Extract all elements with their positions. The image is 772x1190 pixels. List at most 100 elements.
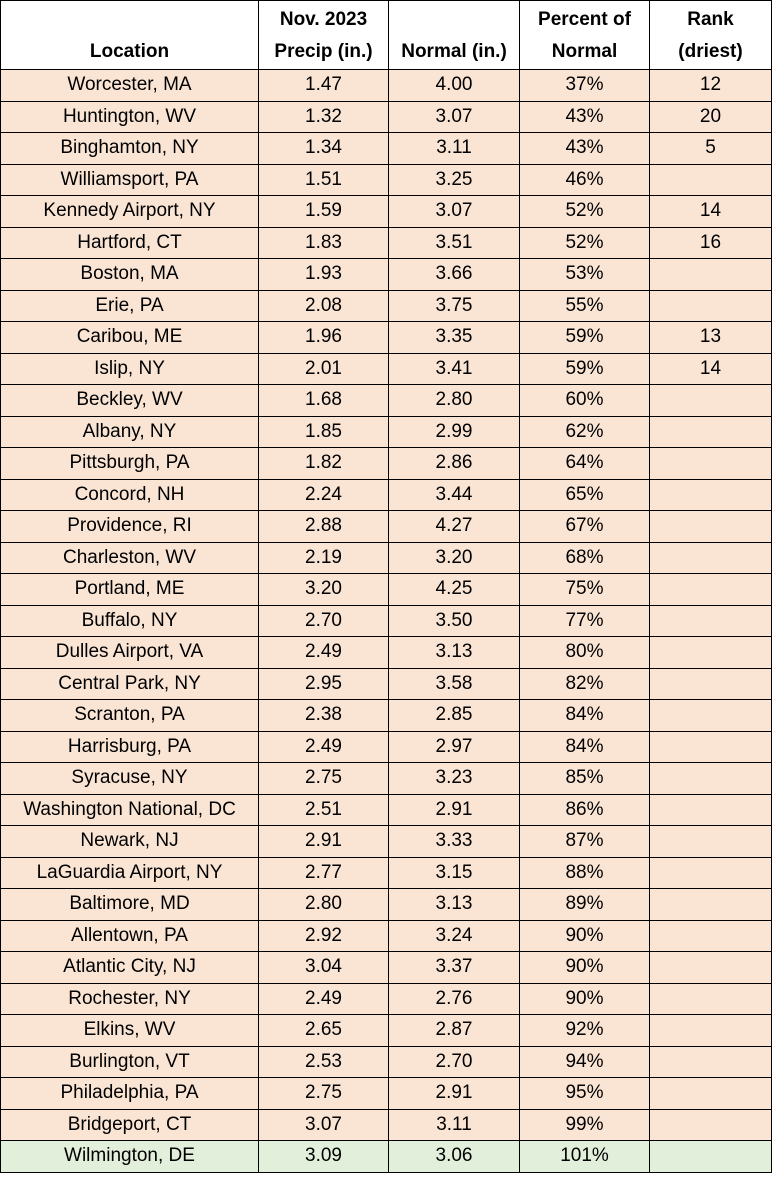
percent-cell: 67% bbox=[519, 510, 650, 543]
normal-cell: 2.99 bbox=[388, 415, 520, 448]
rank-cell bbox=[649, 1108, 772, 1141]
table-row: Albany, NY 1.85 2.99 62% bbox=[0, 415, 772, 448]
location-cell: Portland, ME bbox=[0, 573, 259, 606]
table-row: Hartford, CT 1.83 3.51 52% 16 bbox=[0, 226, 772, 259]
table-row: Pittsburgh, PA 1.82 2.86 64% bbox=[0, 447, 772, 480]
normal-cell: 4.27 bbox=[388, 510, 520, 543]
percent-cell: 60% bbox=[519, 384, 650, 417]
rank-cell bbox=[649, 951, 772, 984]
normal-cell: 3.58 bbox=[388, 667, 520, 700]
normal-cell: 3.51 bbox=[388, 226, 520, 259]
header-row: Location Nov. 2023 Precip (in.) Normal (… bbox=[0, 0, 772, 70]
table-row: Binghamton, NY 1.34 3.11 43% 5 bbox=[0, 132, 772, 165]
normal-cell: 2.80 bbox=[388, 384, 520, 417]
normal-cell: 3.13 bbox=[388, 636, 520, 669]
header-location: Location bbox=[0, 0, 259, 70]
header-precip-line2: Precip (in.) bbox=[274, 41, 373, 62]
normal-cell: 2.85 bbox=[388, 699, 520, 732]
precip-cell: 2.92 bbox=[258, 919, 389, 952]
header-percent: Percent of Normal bbox=[519, 0, 650, 70]
location-cell: Islip, NY bbox=[0, 352, 259, 385]
precip-cell: 2.19 bbox=[258, 541, 389, 574]
header-percent-line1: Percent of bbox=[538, 9, 631, 30]
normal-cell: 3.20 bbox=[388, 541, 520, 574]
percent-cell: 88% bbox=[519, 856, 650, 889]
precip-cell: 1.93 bbox=[258, 258, 389, 291]
normal-cell: 3.50 bbox=[388, 604, 520, 637]
percent-cell: 82% bbox=[519, 667, 650, 700]
location-cell: Syracuse, NY bbox=[0, 762, 259, 795]
normal-cell: 2.97 bbox=[388, 730, 520, 763]
normal-cell: 3.07 bbox=[388, 100, 520, 133]
location-cell: Scranton, PA bbox=[0, 699, 259, 732]
normal-cell: 3.07 bbox=[388, 195, 520, 228]
precip-cell: 2.91 bbox=[258, 825, 389, 858]
rank-cell bbox=[649, 667, 772, 700]
percent-cell: 43% bbox=[519, 132, 650, 165]
precip-cell: 2.49 bbox=[258, 982, 389, 1015]
rank-cell bbox=[649, 1045, 772, 1078]
precip-cell: 2.49 bbox=[258, 636, 389, 669]
percent-cell: 89% bbox=[519, 888, 650, 921]
normal-cell: 3.13 bbox=[388, 888, 520, 921]
precip-cell: 1.85 bbox=[258, 415, 389, 448]
normal-cell: 3.15 bbox=[388, 856, 520, 889]
rank-cell bbox=[649, 793, 772, 826]
location-cell: Beckley, WV bbox=[0, 384, 259, 417]
table-row: Williamsport, PA 1.51 3.25 46% bbox=[0, 163, 772, 196]
rank-cell bbox=[649, 1014, 772, 1047]
header-rank-line2: (driest) bbox=[678, 41, 743, 62]
percent-cell: 92% bbox=[519, 1014, 650, 1047]
percent-cell: 86% bbox=[519, 793, 650, 826]
rank-cell bbox=[649, 478, 772, 511]
location-cell: Albany, NY bbox=[0, 415, 259, 448]
rank-cell bbox=[649, 258, 772, 291]
percent-cell: 59% bbox=[519, 321, 650, 354]
table-row: LaGuardia Airport, NY 2.77 3.15 88% bbox=[0, 856, 772, 889]
precip-cell: 2.08 bbox=[258, 289, 389, 322]
location-cell: Worcester, MA bbox=[0, 69, 259, 102]
percent-cell: 80% bbox=[519, 636, 650, 669]
table-row: Central Park, NY 2.95 3.58 82% bbox=[0, 667, 772, 700]
location-cell: Charleston, WV bbox=[0, 541, 259, 574]
table-row: Worcester, MA 1.47 4.00 37% 12 bbox=[0, 69, 772, 102]
precip-cell: 2.80 bbox=[258, 888, 389, 921]
table-row: Philadelphia, PA 2.75 2.91 95% bbox=[0, 1077, 772, 1110]
normal-cell: 3.11 bbox=[388, 1108, 520, 1141]
precip-cell: 3.09 bbox=[258, 1140, 389, 1173]
percent-cell: 99% bbox=[519, 1108, 650, 1141]
percent-cell: 95% bbox=[519, 1077, 650, 1110]
rank-cell bbox=[649, 825, 772, 858]
location-cell: Bridgeport, CT bbox=[0, 1108, 259, 1141]
rank-cell bbox=[649, 762, 772, 795]
percent-cell: 55% bbox=[519, 289, 650, 322]
table-row: Beckley, WV 1.68 2.80 60% bbox=[0, 384, 772, 417]
precip-cell: 2.88 bbox=[258, 510, 389, 543]
rank-cell bbox=[649, 163, 772, 196]
normal-cell: 3.44 bbox=[388, 478, 520, 511]
normal-cell: 3.75 bbox=[388, 289, 520, 322]
precip-cell: 1.59 bbox=[258, 195, 389, 228]
precip-cell: 2.65 bbox=[258, 1014, 389, 1047]
normal-cell: 3.37 bbox=[388, 951, 520, 984]
normal-cell: 2.70 bbox=[388, 1045, 520, 1078]
location-cell: Newark, NJ bbox=[0, 825, 259, 858]
table-row: Newark, NJ 2.91 3.33 87% bbox=[0, 825, 772, 858]
rank-cell: 16 bbox=[649, 226, 772, 259]
percent-cell: 68% bbox=[519, 541, 650, 574]
rank-cell: 5 bbox=[649, 132, 772, 165]
percent-cell: 62% bbox=[519, 415, 650, 448]
normal-cell: 3.23 bbox=[388, 762, 520, 795]
normal-cell: 3.24 bbox=[388, 919, 520, 952]
rank-cell bbox=[649, 541, 772, 574]
percent-cell: 90% bbox=[519, 951, 650, 984]
precip-cell: 1.32 bbox=[258, 100, 389, 133]
location-cell: Elkins, WV bbox=[0, 1014, 259, 1047]
precip-cell: 3.20 bbox=[258, 573, 389, 606]
rank-cell bbox=[649, 510, 772, 543]
rank-cell: 12 bbox=[649, 69, 772, 102]
table-row: Washington National, DC 2.51 2.91 86% bbox=[0, 793, 772, 826]
table-row: Syracuse, NY 2.75 3.23 85% bbox=[0, 762, 772, 795]
percent-cell: 90% bbox=[519, 919, 650, 952]
percent-cell: 65% bbox=[519, 478, 650, 511]
